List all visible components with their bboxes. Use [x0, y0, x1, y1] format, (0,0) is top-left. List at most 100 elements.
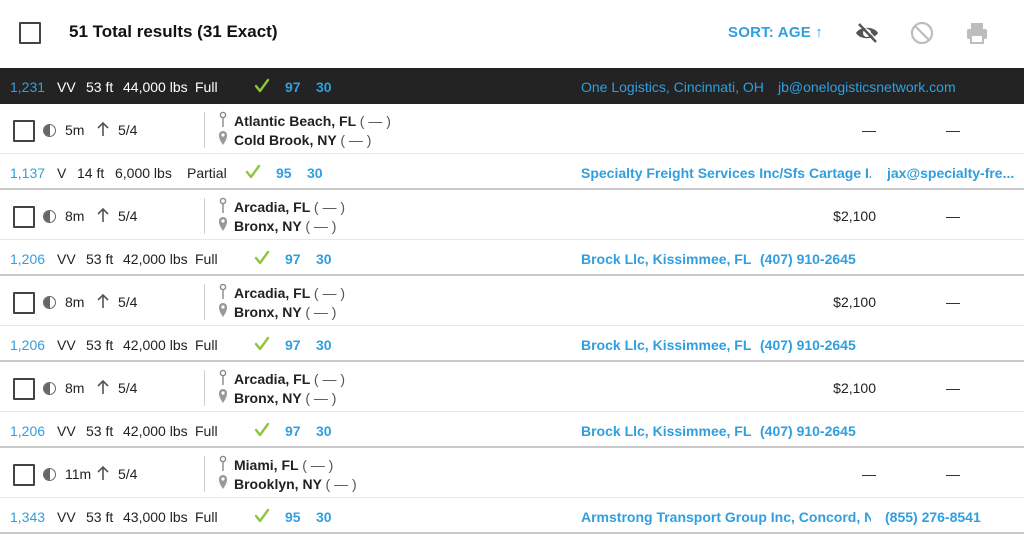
- check-icon: [254, 422, 270, 437]
- print-icon[interactable]: [964, 20, 990, 46]
- destination: Bronx, NY ( — ): [234, 304, 336, 320]
- load-detail-row[interactable]: 1,206 VV 53 ft 42,000 lbs Full 97 30 Bro…: [0, 412, 1024, 448]
- results-total: 51 Total results (31 Exact): [69, 22, 278, 41]
- hide-icon[interactable]: [854, 20, 880, 46]
- highlight-row[interactable]: 1,231 VV 53 ft 44,000 lbs Full 97 30 One…: [0, 68, 1024, 104]
- row-checkbox[interactable]: [13, 120, 35, 142]
- load-summary-row[interactable]: 11m 5/4 Miami, FL ( — ) Brooklyn, NY ( —…: [0, 448, 1024, 498]
- destination: Bronx, NY ( — ): [234, 218, 336, 234]
- load-detail-row[interactable]: 1,206 VV 53 ft 42,000 lbs Full 97 30 Bro…: [0, 240, 1024, 276]
- score-2: 30: [307, 165, 323, 181]
- contact-link[interactable]: jax@specialty-fre...: [887, 165, 1015, 181]
- divider: [204, 370, 205, 406]
- score-2: 30: [316, 251, 332, 267]
- extra-value: —: [946, 380, 960, 396]
- rate: $2,100: [833, 294, 876, 310]
- load-detail-row[interactable]: 1,343 VV 53 ft 43,000 lbs Full 95 30 Arm…: [0, 498, 1024, 534]
- score-1: 95: [276, 165, 292, 181]
- divider: [204, 456, 205, 492]
- row-checkbox[interactable]: [13, 464, 35, 486]
- load-group[interactable]: 8m 5/4 Arcadia, FL ( — ) Bronx, NY ( — ): [0, 362, 1024, 448]
- weight: 42,000 lbs: [123, 251, 188, 267]
- origin-city: Atlantic Beach, FL: [234, 113, 356, 129]
- weight: 42,000 lbs: [123, 337, 188, 353]
- load-summary-row[interactable]: 8m 5/4 Arcadia, FL ( — ) Bronx, NY ( — ): [0, 190, 1024, 240]
- origin-city: Arcadia, FL: [234, 199, 310, 215]
- load-id: 1,206: [10, 251, 46, 267]
- destination-pin-icon: [219, 475, 227, 489]
- row-checkbox[interactable]: [13, 378, 35, 400]
- contact-link[interactable]: (407) 910-2645: [760, 337, 856, 353]
- score-1: 97: [285, 423, 301, 439]
- origin: Arcadia, FL ( — ): [234, 371, 345, 387]
- equipment: VV: [57, 251, 76, 267]
- load-summary-row[interactable]: 8m 5/4 Arcadia, FL ( — ) Bronx, NY ( — ): [0, 362, 1024, 412]
- company-link[interactable]: One Logistics, Cincinnati, OH: [581, 79, 764, 95]
- origin-pin-icon: [219, 369, 227, 385]
- origin-pin-icon: [219, 455, 227, 471]
- company-link[interactable]: Brock Llc, Kissimmee, FL: [581, 251, 752, 267]
- company-link[interactable]: Armstrong Transport Group Inc, Concord, …: [581, 509, 871, 525]
- row-checkbox[interactable]: [13, 292, 35, 314]
- divider: [204, 198, 205, 234]
- destination-city: Bronx, NY: [234, 218, 302, 234]
- length: 53 ft: [86, 79, 114, 95]
- load-type: Full: [195, 337, 218, 353]
- extra-value: —: [946, 294, 960, 310]
- contact-link[interactable]: jb@onelogisticsnetwork.com: [778, 79, 956, 95]
- check-icon: [254, 78, 270, 93]
- origin-dash: ( — ): [359, 113, 391, 129]
- sort-arrow-icon: ↑: [815, 24, 823, 41]
- results-header: 51 Total results (31 Exact) SORT: AGE ↑: [0, 0, 1024, 66]
- load-summary-row[interactable]: 8m 5/4 Arcadia, FL ( — ) Bronx, NY ( — ): [0, 276, 1024, 326]
- load-type: Full: [195, 79, 218, 95]
- row-checkbox[interactable]: [13, 206, 35, 228]
- contact-link[interactable]: (407) 910-2645: [760, 251, 856, 267]
- arrow-up-icon: [97, 379, 109, 394]
- block-icon[interactable]: [909, 20, 935, 46]
- load-id: 1,343: [10, 509, 46, 525]
- destination-city: Brooklyn, NY: [234, 476, 322, 492]
- select-all-checkbox[interactable]: [19, 22, 41, 44]
- load-group[interactable]: 5m 5/4 Atlantic Beach, FL ( — ) Cold Bro…: [0, 104, 1024, 190]
- score-2: 30: [316, 509, 332, 525]
- score-1: 97: [285, 337, 301, 353]
- origin: Arcadia, FL ( — ): [234, 285, 345, 301]
- extra-value: —: [946, 208, 960, 224]
- load-group[interactable]: 8m 5/4 Arcadia, FL ( — ) Bronx, NY ( — ): [0, 190, 1024, 276]
- contact-link[interactable]: (407) 910-2645: [760, 423, 856, 439]
- origin-city: Arcadia, FL: [234, 371, 310, 387]
- load-type: Full: [195, 251, 218, 267]
- company-link[interactable]: Brock Llc, Kissimmee, FL: [581, 423, 752, 439]
- age: 8m: [65, 208, 85, 224]
- arrow-up-icon: [97, 465, 109, 480]
- destination-city: Bronx, NY: [234, 390, 302, 406]
- destination-city: Bronx, NY: [234, 304, 302, 320]
- destination-pin-icon: [219, 217, 227, 231]
- rate: —: [862, 466, 876, 482]
- origin: Arcadia, FL ( — ): [234, 199, 345, 215]
- load-group[interactable]: 8m 5/4 Arcadia, FL ( — ) Bronx, NY ( — ): [0, 276, 1024, 362]
- load-detail-row[interactable]: 1,206 VV 53 ft 42,000 lbs Full 97 30 Bro…: [0, 326, 1024, 362]
- arrow-up-icon: [97, 207, 109, 222]
- contact-link[interactable]: (855) 276-8541: [885, 509, 981, 525]
- load-type: Partial: [187, 165, 227, 181]
- company-link[interactable]: Brock Llc, Kissimmee, FL: [581, 337, 752, 353]
- origin: Miami, FL ( — ): [234, 457, 333, 473]
- company-link[interactable]: Specialty Freight Services Inc/Sfs Carta…: [581, 165, 871, 181]
- clock-icon: [43, 124, 56, 137]
- score-2: 30: [316, 337, 332, 353]
- destination-pin-icon: [219, 303, 227, 317]
- load-group[interactable]: 11m 5/4 Miami, FL ( — ) Brooklyn, NY ( —…: [0, 448, 1024, 534]
- load-summary-row[interactable]: 5m 5/4 Atlantic Beach, FL ( — ) Cold Bro…: [0, 104, 1024, 154]
- origin-dash: ( — ): [313, 285, 345, 301]
- age: 11m: [65, 466, 92, 482]
- arrow-up-icon: [97, 121, 109, 136]
- divider: [204, 284, 205, 320]
- sort-button[interactable]: SORT: AGE ↑: [728, 24, 823, 41]
- equipment: VV: [57, 79, 76, 95]
- load-detail-row[interactable]: 1,137 V 14 ft 6,000 lbs Partial 95 30 Sp…: [0, 154, 1024, 190]
- destination-dash: ( — ): [305, 218, 337, 234]
- destination-dash: ( — ): [305, 390, 337, 406]
- score-2: 30: [316, 79, 332, 95]
